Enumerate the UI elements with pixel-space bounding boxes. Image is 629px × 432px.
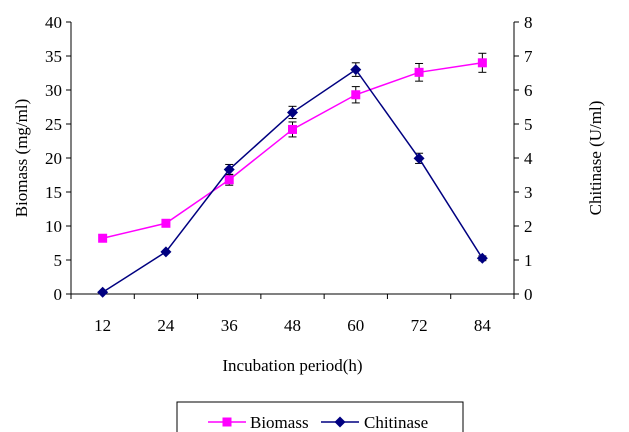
left-y-tick-label: 0 [54, 285, 63, 304]
chitinase-point [223, 164, 235, 176]
chitinase-point [413, 152, 425, 164]
left-y-tick-label: 15 [45, 183, 62, 202]
biomass-series [98, 52, 487, 243]
chitinase-series [97, 62, 488, 298]
chitinase-point [287, 106, 298, 118]
right-y-tick-label: 2 [524, 217, 533, 236]
left-y-tick-label: 20 [45, 149, 62, 168]
x-tick-label: 24 [157, 316, 175, 335]
legend-chitinase-label: Chitinase [364, 413, 428, 432]
right-y-tick-label: 5 [524, 115, 533, 134]
biomass-point [98, 233, 108, 243]
left-y-tick-label: 25 [45, 115, 62, 134]
x-tick-label: 72 [411, 316, 428, 335]
biomass-point [477, 58, 487, 68]
legend-biomass-label: Biomass [250, 413, 309, 432]
left-y-tick-label: 5 [54, 251, 63, 270]
x-tick-label: 60 [347, 316, 364, 335]
x-tick-label: 12 [94, 316, 111, 335]
right-y-axis-title: Chitinase (U/ml) [586, 101, 605, 216]
x-tick-label: 84 [474, 316, 492, 335]
x-axis-title: Incubation period(h) [222, 356, 362, 375]
left-y-tick-label: 10 [45, 217, 62, 236]
right-y-tick-label: 7 [524, 47, 533, 66]
biomass-point [161, 218, 171, 228]
legend-chitinase-marker [334, 416, 346, 428]
left-y-axis-title: Biomass (mg/ml) [12, 99, 31, 218]
plot-area [97, 52, 488, 298]
right-y-tick-label: 0 [524, 285, 533, 304]
left-y-tick-label: 40 [45, 13, 62, 32]
left-y-tick-label: 30 [45, 81, 62, 100]
right-y-tick-label: 8 [524, 13, 533, 32]
legend: Biomass Chitinase [176, 401, 464, 432]
right-y-tick-label: 4 [524, 149, 533, 168]
legend-biomass-marker [222, 417, 232, 427]
chitinase-point [97, 286, 109, 298]
legend-box [176, 401, 464, 432]
chitinase-point [476, 252, 488, 264]
biomass-point [351, 90, 361, 100]
chitinase-line [102, 68, 483, 293]
chitinase-point [350, 64, 362, 76]
chitinase-point [160, 246, 172, 258]
biomass-line [102, 62, 483, 239]
right-y-tick-label: 3 [524, 183, 533, 202]
biomass-point [224, 175, 234, 185]
biomass-point [414, 67, 424, 77]
x-tick-label: 48 [284, 316, 301, 335]
x-tick-label: 36 [221, 316, 238, 335]
left-y-tick-label: 35 [45, 47, 62, 66]
biomass-point [288, 124, 297, 134]
right-y-tick-label: 6 [524, 81, 533, 100]
right-y-tick-label: 1 [524, 251, 533, 270]
